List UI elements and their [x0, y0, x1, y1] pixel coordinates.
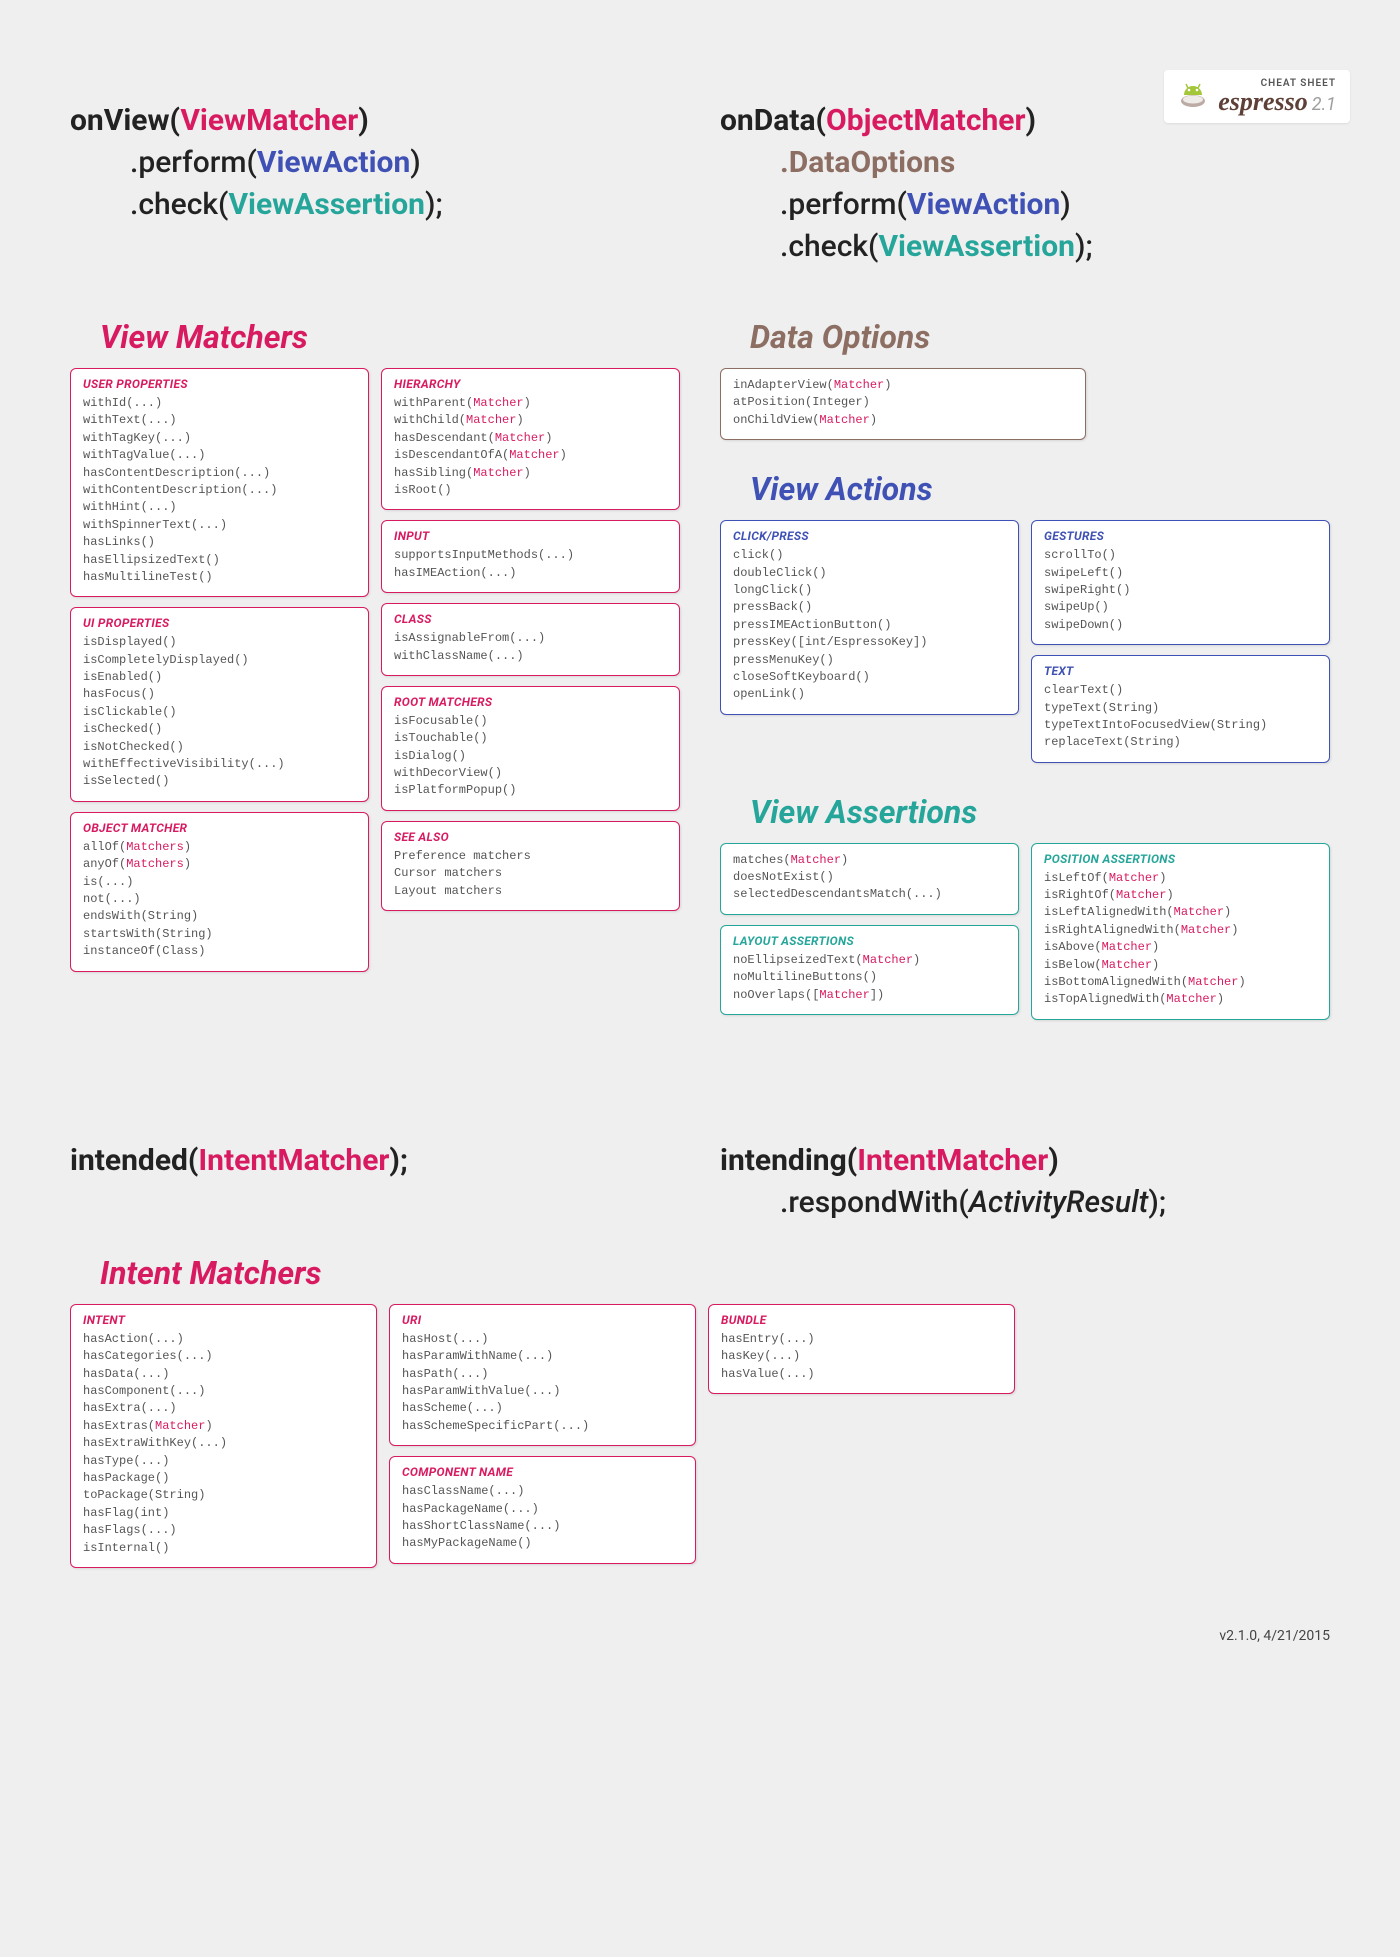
right-column: Data Options inAdapterView(Matcher) atPo… [720, 288, 1330, 1020]
card-uri: URI hasHost(...) hasParamWithName(...) h… [389, 1304, 696, 1446]
card-user-properties: USER PROPERTIES withId(...) withText(...… [70, 368, 369, 597]
card-component-name: COMPONENT NAME hasClassName(...) hasPack… [389, 1456, 696, 1564]
intent-syntax-row: intended(IntentMatcher); intending(Inten… [70, 1140, 1330, 1224]
view-assertions-title: View Assertions [750, 793, 1330, 831]
card-root-matchers: ROOT MATCHERS isFocusable() isTouchable(… [381, 686, 680, 811]
card-ui-properties: UI PROPERTIES isDisplayed() isCompletely… [70, 607, 369, 802]
card-intent: INTENT hasAction(...) hasCategories(...)… [70, 1304, 377, 1568]
card-object-matcher: OBJECT MATCHER allOf(Matchers) anyOf(Mat… [70, 812, 369, 972]
view-matchers-title: View Matchers [100, 318, 680, 356]
card-click-press: CLICK/PRESS click() doubleClick() longCl… [720, 520, 1019, 715]
brand-label: espresso 2.1 [1218, 89, 1336, 115]
card-class: CLASS isAssignableFrom(...) withClassNam… [381, 603, 680, 676]
card-layout-assertions: LAYOUT ASSERTIONS noEllipseizedText(Matc… [720, 925, 1019, 1015]
card-gestures: GESTURES scrollTo() swipeLeft() swipeRig… [1031, 520, 1330, 645]
logo-box: CHEAT SHEET espresso 2.1 [1164, 70, 1350, 123]
card-input: INPUT supportsInputMethods(...) hasIMEAc… [381, 520, 680, 593]
card-bundle: BUNDLE hasEntry(...) hasKey(...) hasValu… [708, 1304, 1015, 1394]
intent-matchers-title: Intent Matchers [100, 1254, 1330, 1292]
header-row: CHEAT SHEET espresso 2.1 onView(ViewMatc… [70, 100, 1330, 268]
card-position-assertions: POSITION ASSERTIONS isLeftOf(Matcher) is… [1031, 843, 1330, 1020]
footer-version: v2.1.0, 4/21/2015 [70, 1628, 1330, 1644]
card-data-options: inAdapterView(Matcher) atPosition(Intege… [720, 368, 1086, 440]
android-icon [1178, 81, 1208, 113]
card-see-also: SEE ALSO Preference matchers Cursor matc… [381, 821, 680, 911]
onview-syntax: onView(ViewMatcher) .perform(ViewAction)… [70, 100, 680, 268]
card-text: TEXT clearText() typeText(String) typeTe… [1031, 655, 1330, 763]
card-assert-main: matches(Matcher) doesNotExist() selected… [720, 843, 1019, 915]
left-column: View Matchers USER PROPERTIES withId(...… [70, 288, 680, 1020]
intent-matchers-cards: INTENT hasAction(...) hasCategories(...)… [70, 1304, 1015, 1568]
intended-syntax: intended(IntentMatcher); [70, 1140, 680, 1224]
intending-syntax: intending(IntentMatcher) .respondWith(Ac… [720, 1140, 1330, 1224]
ondata-syntax: onData(ObjectMatcher) .DataOptions .perf… [720, 100, 1330, 268]
main-columns: View Matchers USER PROPERTIES withId(...… [70, 288, 1330, 1020]
view-actions-title: View Actions [750, 470, 1330, 508]
data-options-title: Data Options [750, 318, 1330, 356]
card-hierarchy: HIERARCHY withParent(Matcher) withChild(… [381, 368, 680, 510]
